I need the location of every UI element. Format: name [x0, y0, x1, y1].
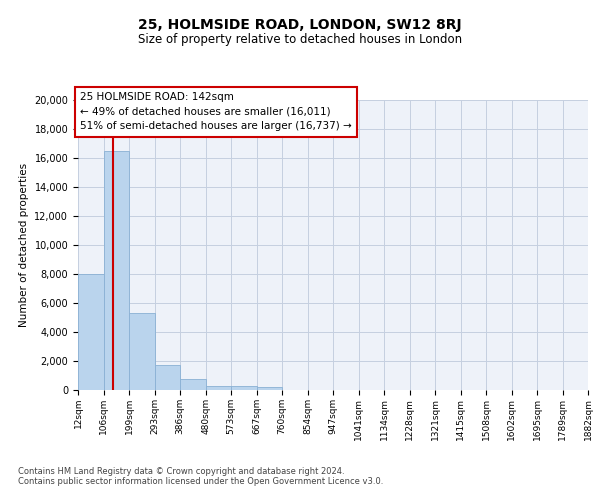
- Bar: [129, 313, 155, 390]
- Y-axis label: Number of detached properties: Number of detached properties: [19, 163, 29, 327]
- Bar: [231, 386, 257, 390]
- Bar: [78, 274, 104, 390]
- Bar: [104, 151, 129, 390]
- Text: Contains public sector information licensed under the Open Government Licence v3: Contains public sector information licen…: [18, 477, 383, 486]
- Text: Contains HM Land Registry data © Crown copyright and database right 2024.: Contains HM Land Registry data © Crown c…: [18, 467, 344, 476]
- Bar: [257, 387, 282, 390]
- Text: 25 HOLMSIDE ROAD: 142sqm
← 49% of detached houses are smaller (16,011)
51% of se: 25 HOLMSIDE ROAD: 142sqm ← 49% of detach…: [80, 92, 352, 132]
- Bar: [155, 364, 180, 390]
- Bar: [180, 379, 206, 390]
- Bar: [206, 386, 231, 390]
- Text: 25, HOLMSIDE ROAD, LONDON, SW12 8RJ: 25, HOLMSIDE ROAD, LONDON, SW12 8RJ: [138, 18, 462, 32]
- Text: Size of property relative to detached houses in London: Size of property relative to detached ho…: [138, 32, 462, 46]
